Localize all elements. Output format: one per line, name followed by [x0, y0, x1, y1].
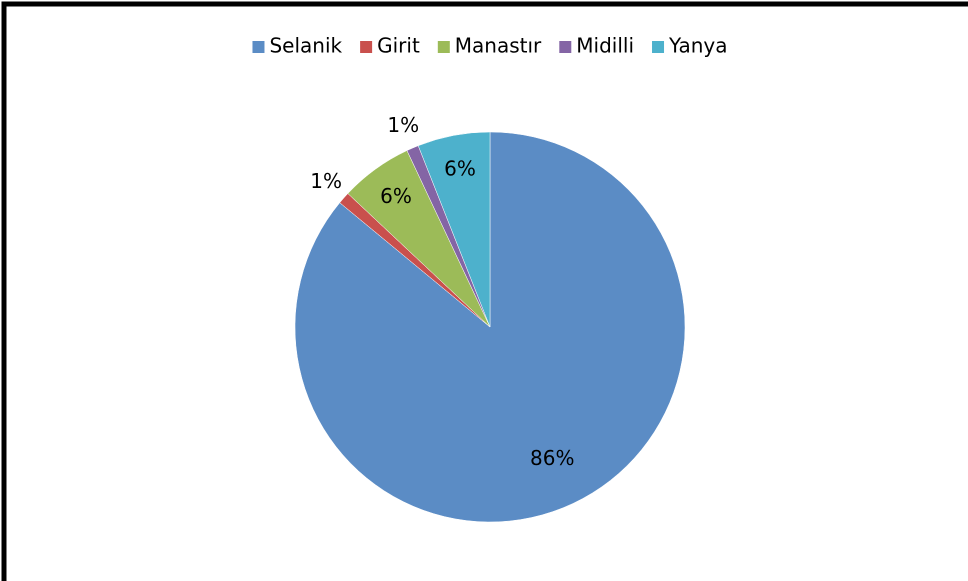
data-label: 6% — [380, 184, 412, 208]
data-label: 1% — [387, 113, 419, 137]
data-label: 6% — [444, 156, 476, 180]
legend-label: Manastır — [455, 34, 542, 58]
pie: 86% 1% 6% 1% 6% — [294, 113, 686, 523]
legend-label: Selanik — [269, 34, 342, 58]
legend: Selanik Girit Manastır Midilli Yanya — [252, 34, 728, 58]
pie-slice — [417, 131, 491, 328]
data-label: 1% — [310, 169, 342, 193]
legend-label: Midilli — [576, 34, 634, 58]
legend-swatch — [437, 41, 450, 53]
legend-swatch — [252, 41, 265, 53]
legend-swatch — [360, 41, 373, 53]
legend-swatch — [652, 41, 665, 53]
legend-label: Girit — [377, 34, 420, 58]
legend-label: Yanya — [668, 34, 728, 58]
legend-swatch — [559, 41, 572, 53]
data-label: 86% — [530, 446, 574, 470]
